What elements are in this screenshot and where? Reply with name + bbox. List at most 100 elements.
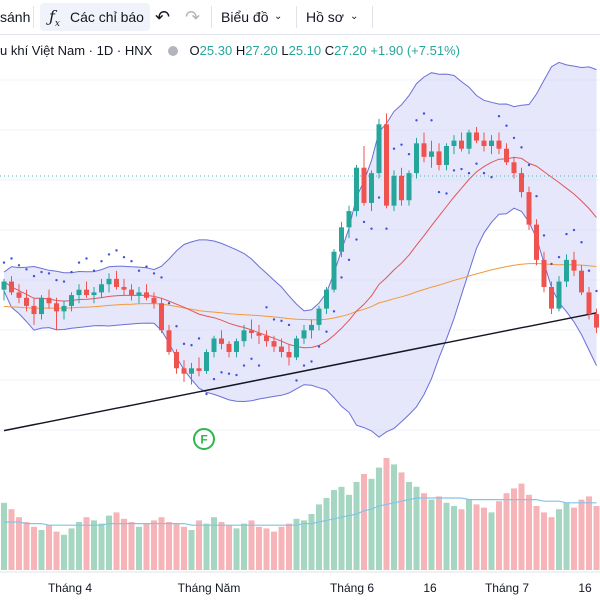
moving-average-50-line [3,262,597,321]
indicators-button[interactable]: ƒx Các chỉ báo [40,3,150,31]
sar-dot [340,276,343,279]
top-toolbar: sánh ƒx Các chỉ báo ↶ ↷ Biểu đồ ⌄ Hồ sơ … [0,0,600,35]
candle-body [564,259,569,282]
candle-body [511,162,517,174]
candle [151,292,157,309]
time-axis-label: 16 [578,581,592,595]
volume-bar [571,507,577,570]
bollinger-band-fill [4,62,597,438]
volume-bar [383,458,390,570]
chart-type-label: Biểu đồ [221,9,269,25]
sar-dot [400,143,403,146]
compare-button[interactable]: sánh [0,3,40,31]
time-axis-label: Tháng 6 [330,581,374,595]
high-key: H [235,43,246,58]
candle [571,251,577,277]
volume-bar [143,523,150,570]
candle-body [226,343,232,353]
candle-body [234,341,239,353]
candle [391,170,397,212]
candle-body [594,314,599,328]
candle [174,349,179,374]
undo-icon[interactable]: ↶ [155,7,171,27]
sar-dot [452,169,456,172]
volume-bar [196,520,202,570]
candle-body [121,286,127,290]
candle-body [46,297,52,304]
sar-dot [32,274,36,278]
sar-dot [295,379,298,382]
volume-bar [31,526,37,570]
chevron-down-icon: ⌄ [350,11,359,22]
sar-dot [77,261,81,264]
sar-dot [437,190,441,194]
candle-body [189,368,194,374]
candle-body [346,211,352,228]
volume-bar [293,518,300,570]
sar-dot [557,255,561,259]
sar-dot [520,146,523,149]
sar-dot [25,268,28,271]
volume-bar [413,486,420,570]
candle [204,349,209,374]
candle [46,289,52,309]
volume-bar [211,517,217,570]
candle [414,137,419,179]
candle [466,129,472,155]
symbol-name[interactable]: u khí Việt Nam [0,43,86,58]
candle-body [129,289,134,296]
candle [39,295,44,320]
sar-dot [250,357,253,360]
sar-dot [152,272,156,275]
sar-dot [272,318,276,321]
volume-bar [16,517,22,570]
sar-dot [385,227,388,230]
candle [549,281,554,315]
candle-body [264,335,269,342]
sar-dot [235,373,238,377]
candle [256,324,262,344]
sar-dot [475,162,478,165]
candle-body [9,281,14,293]
candle-body [31,305,37,315]
volume-bar [556,509,562,570]
candle-body [496,140,502,149]
parabolic-sar-dots [2,112,598,396]
volume-bar [68,528,75,570]
candle-body [421,143,427,157]
candle [399,167,404,206]
profile-button[interactable]: Hồ sơ ⌄ [306,3,366,31]
candle-body [271,341,277,347]
open-value: 25.30 [199,43,233,58]
candle [16,284,22,304]
fx-icon: ƒx [49,7,60,30]
time-axis-label: Tháng 7 [485,581,529,595]
volume-bar [218,522,225,570]
compare-label: sánh [0,9,31,25]
toolbar-divider [211,6,212,28]
close-key: C [324,43,335,58]
dividend-flag-marker[interactable]: F [193,428,215,450]
candle-body [76,289,82,296]
candle [61,300,67,320]
sar-dot [527,163,531,167]
candle-body [391,175,397,206]
candle [556,276,562,312]
candle [324,286,329,315]
candle [76,284,82,304]
chart-type-button[interactable]: Biểu đồ ⌄ [221,3,291,31]
candle-body [91,292,97,296]
sar-dot [220,371,223,374]
candle-body [241,330,247,342]
volume-bar [128,522,135,570]
sar-dot [587,269,591,272]
volume-bar [376,467,382,570]
candle [249,319,254,339]
sar-dot [377,196,381,199]
redo-icon[interactable]: ↷ [185,7,201,27]
low-key: L [281,43,289,58]
sar-dot [47,272,51,275]
sar-dot [595,289,598,293]
close-value: 27.20 [334,43,367,58]
